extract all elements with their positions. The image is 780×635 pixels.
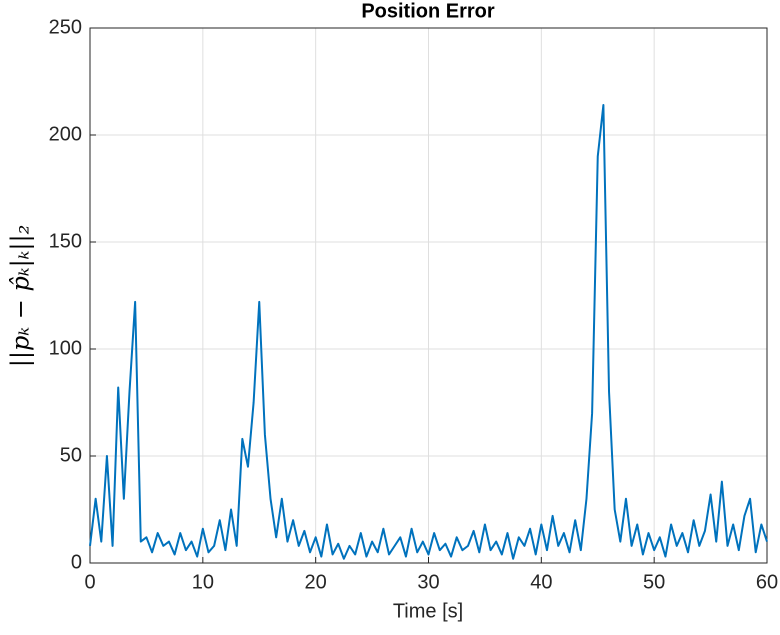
chart-title: Position Error [361,0,495,22]
y-axis-label: ||pₖ − p̂ₖ|ₖ||₂ [7,225,36,367]
y-tick-label: 200 [49,123,82,145]
data-line [89,104,768,560]
x-tick-label: 60 [756,571,778,593]
y-tick-label: 50 [60,444,82,466]
x-tick-label: 30 [417,571,439,593]
x-axis-label: Time [s] [393,600,463,622]
x-tick-label: 40 [530,571,552,593]
y-tick-label: 150 [49,230,82,252]
y-tick-label: 100 [49,337,82,359]
plot-frame [89,27,768,564]
x-tick-label: 20 [305,571,327,593]
y-tick-label: 250 [49,16,82,38]
y-tick-label: 0 [71,551,82,573]
x-tick-label: 10 [192,571,214,593]
x-tick-label: 50 [643,571,665,593]
x-tick-label: 0 [84,571,95,593]
